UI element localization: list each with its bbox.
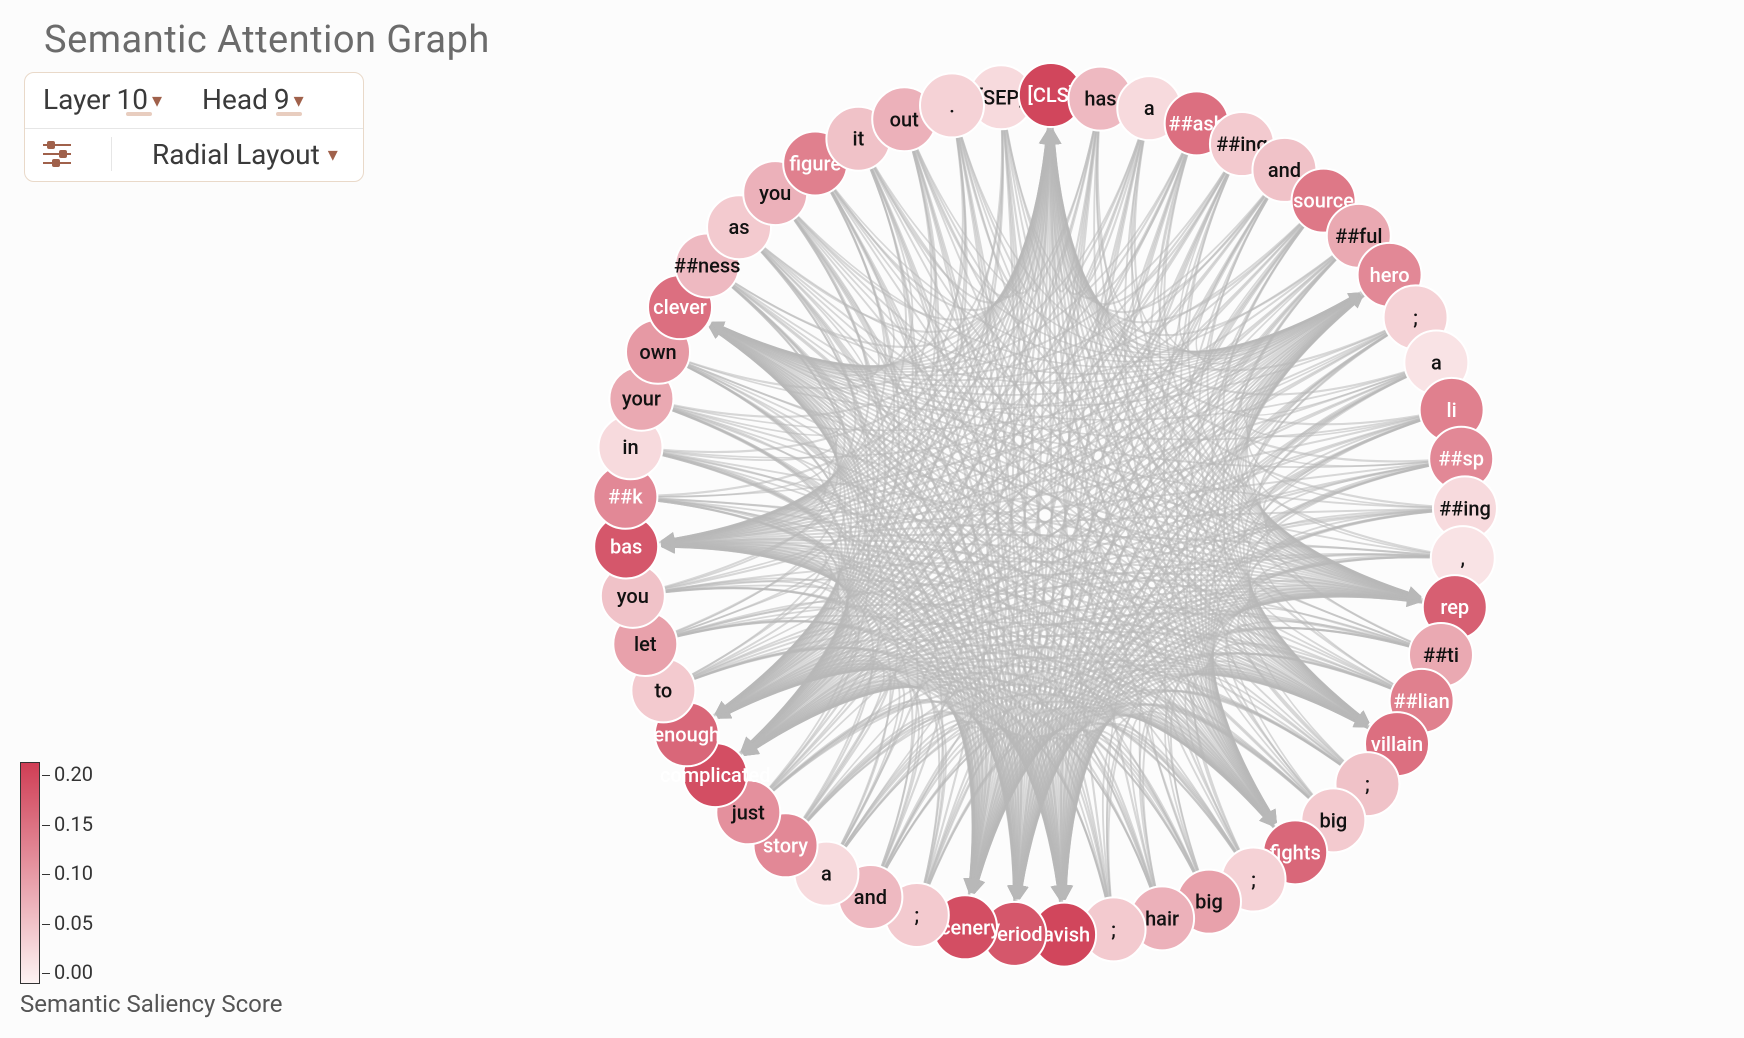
legend-colorbar <box>20 762 40 984</box>
legend-tick: 0.15 <box>42 812 93 836</box>
token-node[interactable]: . <box>920 73 984 137</box>
chevron-down-icon: ▾ <box>152 88 162 112</box>
legend-ticks: 0.20 0.15 0.10 0.05 0.00 <box>42 762 93 984</box>
controls-panel: Layer 10 ▾ Head 9 ▾ <box>24 72 364 182</box>
head-selector[interactable]: Head 9 ▾ <box>202 83 304 116</box>
legend-tick: 0.00 <box>42 960 93 984</box>
layer-selector[interactable]: Layer 10 ▾ <box>43 83 162 116</box>
legend-label: Semantic Saliency Score <box>20 990 283 1018</box>
legend-tick: 0.10 <box>42 861 93 885</box>
sliders-icon[interactable] <box>43 142 71 166</box>
page-title: Semantic Attention Graph <box>44 18 490 62</box>
legend-tick: 0.05 <box>42 911 93 935</box>
layout-label: Radial Layout <box>152 138 320 171</box>
attention-graph: [SEP][CLS]hasa##ash##ingandsource##fulhe… <box>540 10 1550 1020</box>
color-legend: 0.20 0.15 0.10 0.05 0.00 Semantic Saliency S… <box>20 762 283 1018</box>
legend-tick: 0.20 <box>42 762 93 786</box>
layer-label: Layer <box>43 83 111 116</box>
head-label: Head <box>202 83 268 116</box>
chevron-down-icon: ▾ <box>294 88 304 112</box>
layout-selector[interactable]: Radial Layout ▾ <box>152 138 338 171</box>
chevron-down-icon: ▾ <box>328 142 338 166</box>
divider <box>111 137 112 171</box>
divider <box>25 128 363 129</box>
